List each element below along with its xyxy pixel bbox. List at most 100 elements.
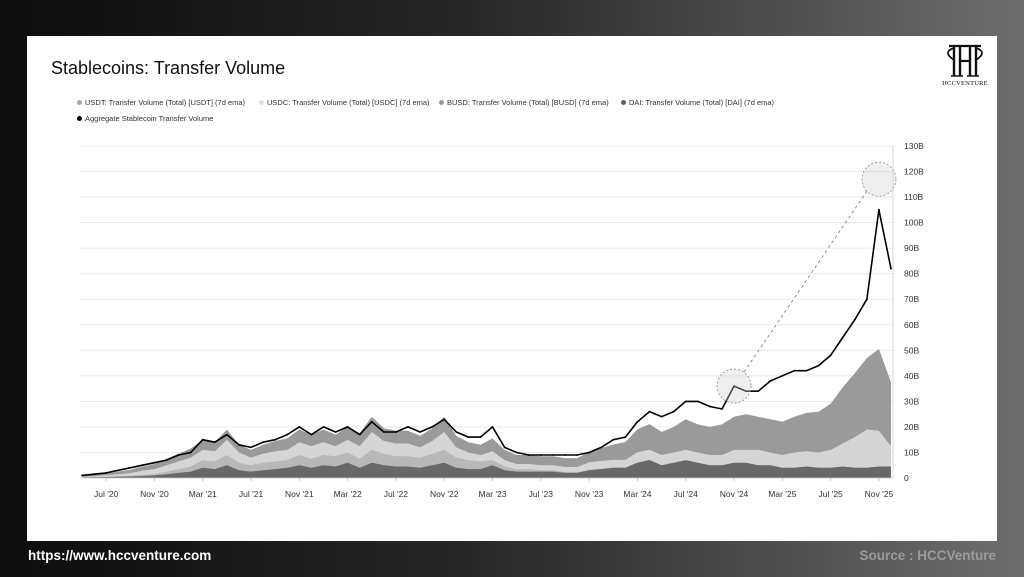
chart-annotations <box>716 161 897 404</box>
aggregate-point <box>455 431 458 433</box>
legend-dot-usdt <box>77 100 82 105</box>
aggregate-point <box>721 408 723 410</box>
aggregate-line <box>81 209 892 477</box>
aggregate-point <box>515 451 518 454</box>
x-tick-label: Mar '21 <box>189 489 217 499</box>
y-tick-label: 90B <box>904 243 919 253</box>
x-tick-label: Nov '25 <box>865 489 894 499</box>
aggregate-point <box>769 380 772 382</box>
aggregate-point <box>479 436 482 438</box>
x-tick-label: Mar '25 <box>768 489 796 499</box>
aggregate-point <box>129 466 132 469</box>
legend-dot-aggregate <box>77 116 82 121</box>
aggregate-point <box>672 410 675 413</box>
x-tick-label: Nov '23 <box>575 489 604 499</box>
aggregate-point <box>684 400 687 403</box>
aggregate-point <box>370 420 373 423</box>
aggregate-point <box>841 336 844 339</box>
aggregate-point <box>81 474 83 477</box>
aggregate-point <box>93 473 95 476</box>
legend-label-busd: BUSD: Transfer Volume (Total) [BUSD] (7d… <box>447 98 609 107</box>
legend-item-usdc[interactable]: USDC: Transfer Volume (Total) [USDC] (7d… <box>259 98 430 107</box>
legend-label-usdt: USDT: Transfer Volume (Total) [USDT] (7d… <box>85 98 246 107</box>
aggregate-point <box>310 433 313 436</box>
legend-label-dai: DAI: Transfer Volume (Total) [DAI] (7d e… <box>629 98 775 107</box>
y-tick-label: 10B <box>904 447 919 457</box>
legend-item-aggregate[interactable]: Aggregate Stablecoin Transfer Volume <box>77 114 213 123</box>
aggregate-point <box>866 298 868 301</box>
aggregate-point <box>443 418 446 421</box>
aggregate-point <box>226 433 228 436</box>
aggregate-point <box>298 426 301 428</box>
x-tick-label: Jul '24 <box>674 489 699 499</box>
aggregate-point <box>322 426 325 428</box>
aggregate-point <box>491 426 494 428</box>
legend-dot-dai <box>621 100 626 105</box>
x-tick-label: Nov '20 <box>140 489 169 499</box>
aggregate-point <box>141 464 144 467</box>
aggregate-point <box>733 385 735 387</box>
aggregate-point <box>117 469 120 472</box>
legend-item-dai[interactable]: DAI: Transfer Volume (Total) [DAI] (7d e… <box>621 98 774 107</box>
x-tick-label: Nov '21 <box>285 489 314 499</box>
aggregate-point <box>238 443 240 446</box>
aggregate-point <box>165 459 168 461</box>
y-tick-label: 70B <box>904 294 919 304</box>
legend-item-usdt[interactable]: USDT: Transfer Volume (Total) [USDT] (7d… <box>77 98 245 107</box>
highlight-circle-nov25 <box>861 161 897 197</box>
aggregate-point <box>153 461 156 464</box>
x-axis: Jul '20 Nov '20 Mar '21 Jul '21 Nov '21 Mar '… <box>94 478 893 499</box>
y-tick-label: 20B <box>904 422 919 432</box>
aggregate-point <box>467 436 470 438</box>
aggregate-point <box>805 369 808 372</box>
x-tick-label: Jul '23 <box>529 489 554 499</box>
x-tick-label: Mar '23 <box>478 489 506 499</box>
aggregate-point <box>612 438 615 441</box>
aggregate-point <box>853 318 856 321</box>
aggregate-point <box>757 390 760 393</box>
x-tick-label: Mar '24 <box>623 489 651 499</box>
aggregate-point <box>817 364 820 367</box>
legend-item-busd[interactable]: BUSD: Transfer Volume (Total) [BUSD] (7d… <box>439 98 609 107</box>
aggregate-point <box>177 454 180 456</box>
aggregate-point <box>745 390 747 393</box>
y-tick-label: 120B <box>904 167 924 177</box>
chart-areas <box>82 349 891 478</box>
aggregate-point <box>105 472 107 474</box>
y-tick-label: 110B <box>904 192 924 202</box>
y-axis: 0 10B 20B 30B 40B 50B 60B 70B 80B 90B 100B 110B 120B… <box>80 141 924 483</box>
y-tick-label: 60B <box>904 320 919 330</box>
x-tick-label: Mar '22 <box>334 489 362 499</box>
logo-mark-icon <box>947 44 983 77</box>
aggregate-point <box>878 208 880 211</box>
aggregate-point <box>588 451 590 454</box>
aggregate-point <box>334 431 337 433</box>
aggregate-point <box>383 431 385 433</box>
aggregate-point <box>564 454 566 456</box>
legend-label-usdc: USDC: Transfer Volume (Total) [USDC] (7d… <box>267 98 430 107</box>
x-tick-label: Jul '21 <box>239 489 264 499</box>
chart-title: Stablecoins: Transfer Volume <box>51 58 286 78</box>
area-series <box>82 460 891 478</box>
aggregate-point <box>262 441 264 444</box>
chart-card: Stablecoins: Transfer Volume USDT: Trans… <box>27 36 997 541</box>
aggregate-point <box>636 420 639 423</box>
aggregate-point <box>201 438 204 441</box>
legend-dot-busd <box>439 100 444 105</box>
y-tick-label: 30B <box>904 396 919 406</box>
aggregate-point <box>793 369 796 372</box>
aggregate-point <box>709 405 711 408</box>
aggregate-point <box>648 410 651 413</box>
x-tick-label: Nov '22 <box>430 489 459 499</box>
aggregate-point <box>576 454 578 456</box>
aggregate-point <box>358 433 361 436</box>
aggregate-point <box>213 441 216 444</box>
aggregate-point <box>346 426 349 428</box>
aggregate-point <box>600 446 603 449</box>
aggregate-point <box>660 415 663 418</box>
aggregate-point <box>539 454 542 456</box>
aggregate-point <box>250 446 252 449</box>
aggregate-point <box>890 267 892 270</box>
aggregate-point <box>829 354 832 357</box>
footer-url-link[interactable]: https://www.hccventure.com <box>28 548 212 563</box>
